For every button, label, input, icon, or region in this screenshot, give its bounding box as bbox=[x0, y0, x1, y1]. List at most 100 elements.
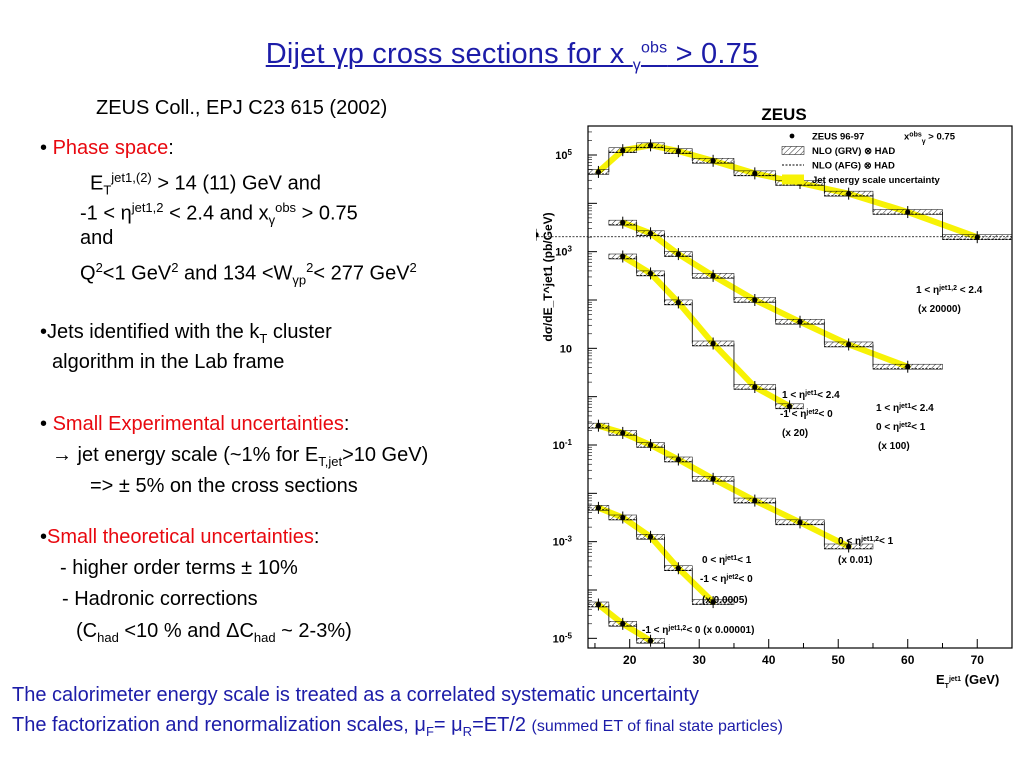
x-tick-label: 20 bbox=[623, 653, 637, 667]
data-point bbox=[675, 565, 681, 571]
t: 2 bbox=[171, 260, 179, 275]
series-label-3b: -1 < ηjet2< 0 bbox=[780, 409, 833, 421]
data-point bbox=[620, 220, 626, 226]
plot-frame bbox=[587, 125, 1013, 649]
data-point bbox=[710, 340, 716, 347]
data-point bbox=[752, 497, 758, 504]
t: (summed ET of final state particles) bbox=[531, 718, 783, 735]
phase-space-et: ETjet1,(2) > 14 (11) GeV and bbox=[90, 163, 321, 206]
t: jet1,2 bbox=[131, 200, 164, 215]
data-point bbox=[974, 234, 980, 240]
exp-heading: • Small Experimental uncertainties: bbox=[40, 409, 349, 439]
x-tick-label: 50 bbox=[832, 653, 846, 667]
phase-space-label: Phase space bbox=[52, 137, 169, 159]
series-label-1b: (x 20000) bbox=[918, 304, 961, 315]
colon: : bbox=[168, 137, 174, 159]
t: < 277 GeV bbox=[313, 262, 410, 285]
t: jet1,(2) bbox=[111, 170, 152, 185]
legend-dot bbox=[789, 133, 795, 139]
x-tick-label: 30 bbox=[693, 653, 707, 667]
t: had bbox=[253, 630, 276, 645]
title-text: Dijet bbox=[265, 38, 334, 70]
data-point bbox=[647, 270, 654, 277]
data-point bbox=[710, 273, 716, 279]
data-point bbox=[786, 403, 793, 409]
bullet: • bbox=[40, 137, 48, 159]
t: γp bbox=[292, 272, 307, 288]
t: ~ 2-3%) bbox=[275, 620, 352, 642]
legend-entry: NLO (GRV) ⊗ HAD bbox=[812, 146, 895, 157]
t: γ bbox=[268, 212, 276, 228]
title-sup: obs bbox=[640, 39, 668, 57]
y-tick-label: 103 bbox=[555, 244, 572, 259]
title-tail: > 0.75 bbox=[667, 38, 759, 70]
title-text-rest: p cross sections for x bbox=[347, 38, 633, 70]
t: T bbox=[103, 182, 112, 198]
phase-space-q2: Q2<1 GeV2 and 134 <Wγp2< 277 GeV2 bbox=[80, 253, 417, 296]
t: F bbox=[425, 724, 434, 739]
series-label-5c: (x 0.0005) bbox=[702, 595, 748, 606]
t: =ET/2 bbox=[472, 714, 532, 736]
zeus-cross-section-plot: ZEUS 20 30 40 50 60 70 105 103 10 10-1 10-3 10-5 dσ/d… bbox=[536, 105, 1013, 690]
t: (C bbox=[76, 620, 98, 642]
x-tick-label: 70 bbox=[971, 653, 985, 667]
t: -1 < η bbox=[80, 202, 132, 225]
bullet: • bbox=[40, 321, 48, 343]
data-point bbox=[647, 534, 654, 540]
series-label-2c: (x 100) bbox=[878, 441, 910, 452]
phase-space-heading: • Phase space: bbox=[40, 133, 174, 163]
data-point bbox=[595, 505, 602, 511]
data-point bbox=[752, 384, 758, 390]
jes-uncertainty-band bbox=[619, 253, 793, 410]
exp-line2: => ± 5% on the cross sections bbox=[90, 475, 358, 497]
t: The factorization and renormalization sc… bbox=[12, 714, 426, 736]
footer-line1: The calorimeter energy scale is treated … bbox=[12, 684, 699, 706]
series-label-1a: 1 < ηjet1,2 < 2.4 bbox=[916, 285, 983, 297]
data-point bbox=[620, 430, 626, 436]
data-point bbox=[675, 299, 681, 306]
y-tick-label: 10 bbox=[560, 343, 572, 355]
series-label-3c: (x 20) bbox=[782, 428, 808, 439]
legend-yellow bbox=[782, 174, 804, 185]
t: and 134 <W bbox=[178, 262, 293, 285]
data-point bbox=[846, 543, 852, 550]
data-point bbox=[647, 638, 654, 644]
t: T bbox=[259, 331, 268, 346]
theo-label: Small theoretical uncertainties bbox=[47, 526, 314, 548]
legend-extra: xobsγ > 0.75 bbox=[904, 131, 956, 145]
t: < 2.4 and x bbox=[163, 202, 269, 225]
jes-uncertainty-band bbox=[595, 504, 717, 606]
title-gamma: γ bbox=[333, 38, 348, 70]
x-axis-label: ETjet1 (GeV) bbox=[936, 672, 999, 690]
data-point bbox=[536, 232, 539, 238]
data-point bbox=[595, 423, 602, 429]
series-label-3a: 1 < ηjet1< 2.4 bbox=[782, 390, 840, 402]
data-point bbox=[846, 341, 852, 348]
t: <10 % and ΔC bbox=[118, 620, 254, 642]
t: E bbox=[90, 172, 104, 195]
data-point bbox=[675, 456, 681, 463]
t: Jets identified with the k bbox=[47, 321, 260, 343]
colon: : bbox=[343, 413, 350, 435]
legend-hatch bbox=[781, 146, 805, 155]
data-point bbox=[710, 599, 716, 605]
data-point bbox=[710, 476, 716, 482]
theo-line3: (Chad <10 % and ΔChad ~ 2-3%) bbox=[76, 616, 352, 653]
jets-line1: •Jets identified with the kT cluster bbox=[40, 317, 332, 354]
series-label-4a: 0 < ηjet1,2< 1 bbox=[838, 536, 894, 548]
theo-line1: - higher order terms ± 10% bbox=[60, 557, 298, 579]
series-label-5b: -1 < ηjet2< 0 bbox=[700, 574, 753, 586]
t: → jet energy scale (~1% for E bbox=[52, 444, 319, 466]
jes-uncertainty-band bbox=[595, 142, 981, 241]
y-tick-label: 10-3 bbox=[553, 534, 573, 549]
legend-entry: ZEUS 96-97 bbox=[812, 132, 864, 143]
t: = μ bbox=[433, 714, 463, 736]
x-tick-label: 60 bbox=[901, 653, 915, 667]
data-point bbox=[595, 169, 602, 175]
data-point bbox=[797, 319, 803, 325]
bullet: • bbox=[40, 413, 48, 435]
data-point bbox=[620, 147, 626, 153]
colon: : bbox=[313, 526, 320, 548]
t: 2 bbox=[306, 260, 314, 275]
t: <1 GeV bbox=[102, 262, 172, 285]
